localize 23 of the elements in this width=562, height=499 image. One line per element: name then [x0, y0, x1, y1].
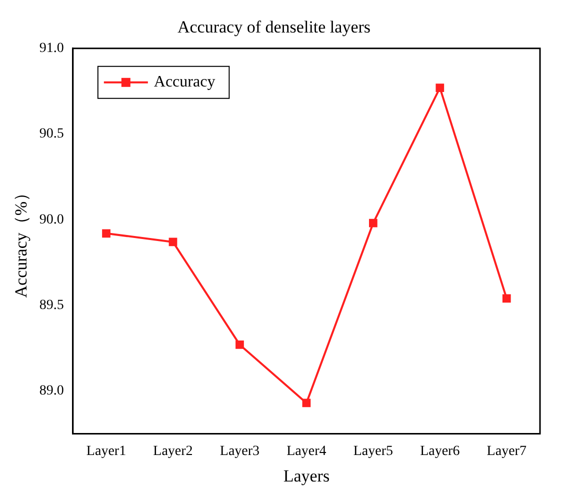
- chart-title: Accuracy of denselite layers: [177, 18, 371, 37]
- point: [436, 84, 444, 92]
- x-tick-label: Layer6: [420, 444, 460, 459]
- x-tick-label: Layer7: [486, 444, 526, 459]
- legend-label: Accuracy: [154, 74, 216, 91]
- y-tick-label: 89.0: [39, 384, 64, 399]
- y-tick-label: 90.5: [39, 126, 64, 142]
- x-tick-label: Layer2: [153, 444, 193, 459]
- point: [502, 294, 511, 303]
- point: [168, 238, 178, 246]
- x-tick-label: Layer3: [220, 444, 260, 459]
- y-tick-label: 89.5: [39, 298, 64, 314]
- point: [102, 229, 110, 238]
- x-tick-label: Layer5: [353, 444, 394, 459]
- y-tick-label: 90.0: [39, 212, 64, 228]
- x-tick-label: Layer1: [86, 444, 126, 459]
- y-axis-title: Accuracy（%）: [12, 184, 31, 298]
- point: [368, 218, 378, 228]
- point: [236, 340, 244, 349]
- x-tick-label: Layer4: [286, 444, 326, 459]
- point: [302, 398, 311, 408]
- x-axis-title: Layers: [283, 466, 330, 486]
- y-tick-label: 91.0: [39, 41, 64, 56]
